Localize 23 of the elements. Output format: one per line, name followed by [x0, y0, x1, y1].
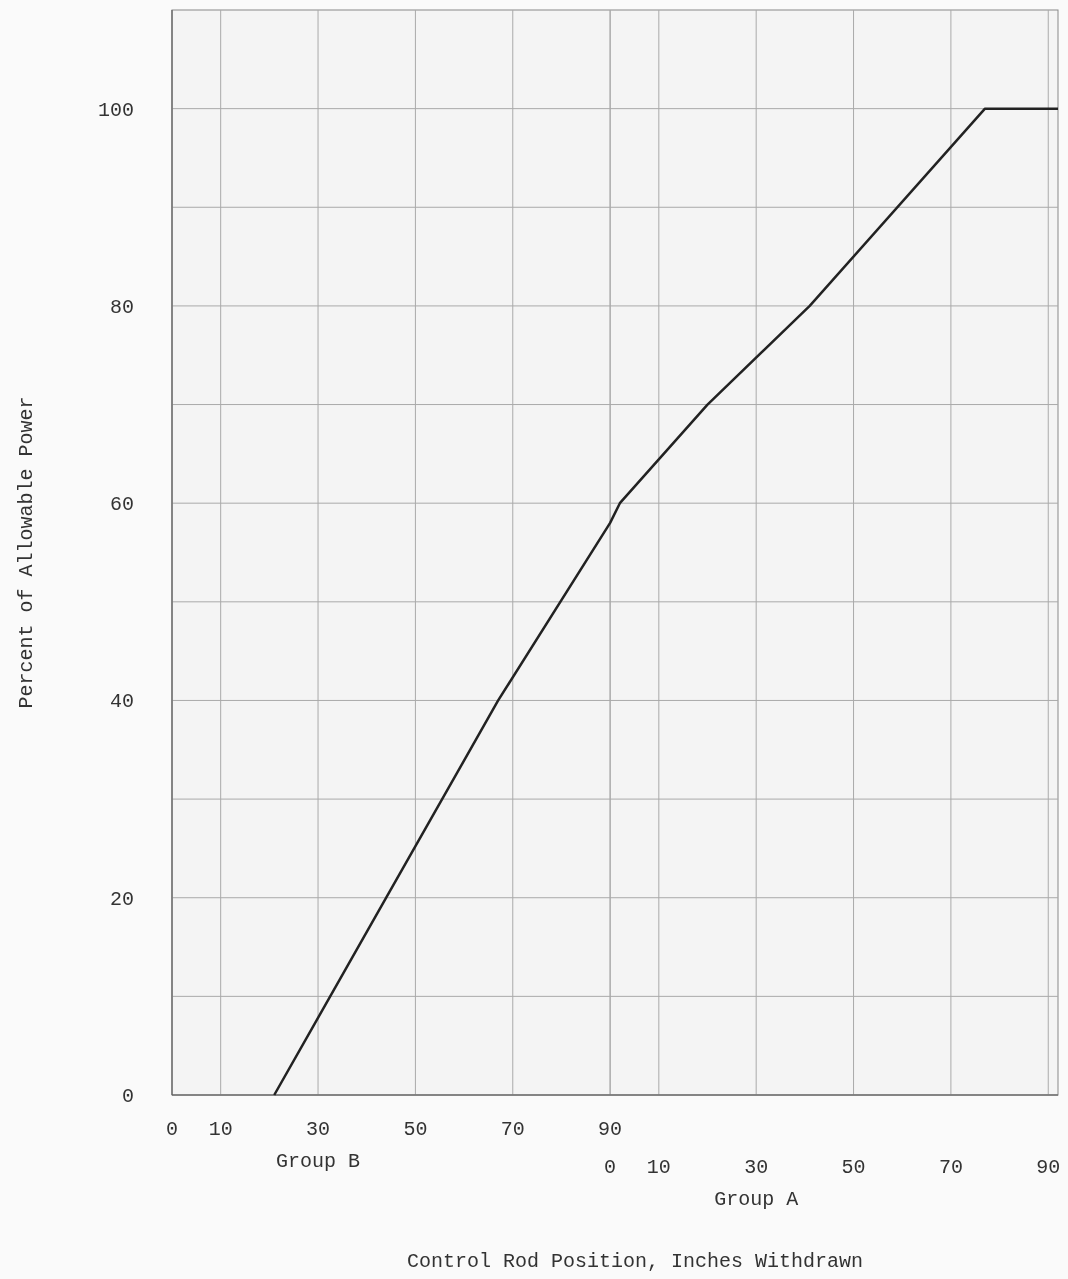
- x-tick-label: 30: [306, 1118, 331, 1141]
- y-tick-label: 60: [109, 493, 134, 517]
- y-tick-label: 80: [109, 295, 134, 319]
- x2-tick-label: 50: [841, 1156, 866, 1179]
- x2-tick-label: 10: [646, 1156, 671, 1179]
- x-tick-label: 10: [208, 1118, 233, 1141]
- text: Control Rod Position, Inches Withdrawn: [406, 1250, 864, 1273]
- x2-axis-title: Group A: [714, 1188, 799, 1211]
- x2-tick-label: 90: [1036, 1156, 1061, 1179]
- x-tick-label: 50: [403, 1118, 428, 1141]
- y-tick-label: 40: [109, 690, 134, 714]
- x2-tick-label: 0: [604, 1156, 617, 1179]
- y-tick-label: 20: [109, 887, 134, 911]
- y-axis-title: Percent of Allowable Power: [15, 396, 38, 709]
- x-tick-label: 90: [598, 1118, 623, 1141]
- x-tick-label: 70: [500, 1118, 525, 1141]
- x2-tick-label: 70: [938, 1156, 963, 1179]
- x2-tick-label: 30: [744, 1156, 769, 1179]
- x-axis-title: Group B: [276, 1150, 361, 1173]
- line-series: [272, 107, 1060, 1097]
- y-tick-label: 0: [121, 1085, 134, 1108]
- y-tick-label: 100: [97, 98, 134, 122]
- x-tick-label: 0: [165, 1118, 179, 1141]
